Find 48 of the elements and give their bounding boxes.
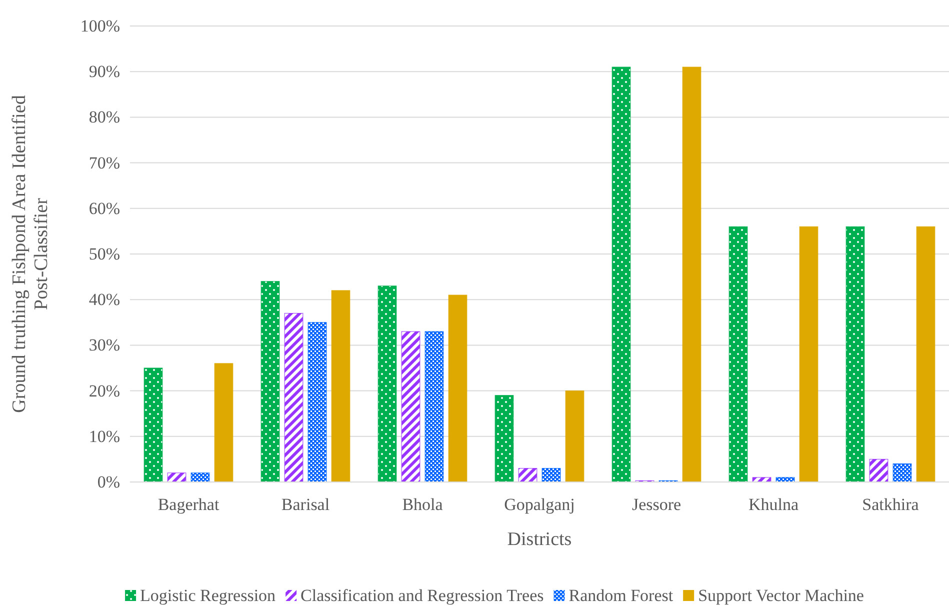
bar: [448, 294, 468, 482]
y-tick-label: 70%: [88, 153, 120, 172]
bar: [869, 458, 888, 482]
bar: [284, 313, 304, 482]
legend-label: Logistic Regression: [140, 586, 276, 605]
bar: [892, 464, 912, 482]
x-tick-label: Jessore: [632, 495, 682, 514]
y-tick-label: 90%: [88, 62, 120, 82]
bar: [214, 363, 234, 482]
bar: [542, 468, 561, 482]
x-tick-label: Khulna: [748, 495, 799, 514]
bar: [144, 368, 163, 482]
bar: [190, 472, 210, 482]
x-tick-label: Gopalganj: [504, 495, 575, 514]
bar: [682, 66, 702, 482]
bar: [494, 395, 514, 482]
bar: [167, 472, 186, 482]
y-tick-label: 10%: [88, 426, 120, 446]
x-tick-label: Satkhira: [862, 495, 920, 514]
x-tick-label: Barisal: [281, 495, 330, 514]
bar: [401, 331, 420, 482]
bar: [378, 286, 397, 482]
legend-label: Random Forest: [568, 586, 674, 605]
legend-label: Classification and Regression Trees: [300, 586, 544, 605]
bar: [331, 290, 350, 482]
bar: [308, 322, 327, 482]
y-tick-label: 60%: [88, 198, 120, 218]
y-tick-label: 0%: [97, 472, 120, 492]
y-tick-label: 40%: [88, 290, 120, 310]
x-tick-label: Bhola: [402, 495, 444, 514]
bar: [260, 281, 280, 482]
bar: [565, 390, 584, 482]
bar: [518, 468, 538, 482]
y-tick-label: 30%: [88, 336, 120, 355]
y-axis-title: Ground truthing Fishpond Area Identified Post-Classifier: [9, 94, 52, 413]
bar: [424, 331, 444, 482]
y-tick-label: 80%: [88, 108, 120, 127]
y-tick-label: 50%: [88, 244, 120, 264]
x-tick-label: Bagerhat: [158, 495, 220, 514]
bar: [612, 66, 631, 482]
legend-label: Support Vector Machine: [698, 586, 864, 605]
bar: [916, 226, 936, 482]
bar: [799, 226, 818, 482]
y-tick-label: 100%: [80, 16, 120, 36]
y-tick-label: 20%: [88, 381, 120, 400]
x-axis-title: Districts: [507, 529, 572, 550]
bar: [728, 226, 748, 482]
bar: [846, 226, 865, 482]
